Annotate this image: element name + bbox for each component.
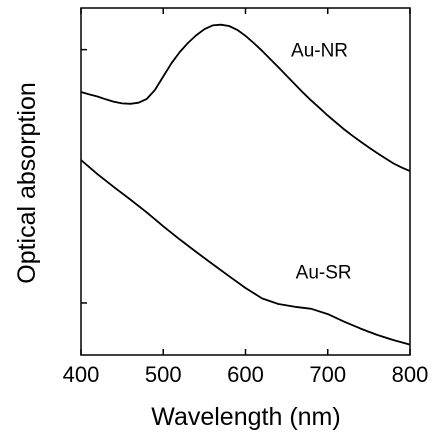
x-tick-label: 500	[145, 362, 182, 387]
series-line-au-nr	[80, 23, 411, 172]
x-tick-label: 400	[63, 362, 100, 387]
x-axis-title: Wavelength (nm)	[151, 403, 340, 431]
x-tick-label: 700	[309, 362, 346, 387]
series-label-au-sr: Au-SR	[296, 263, 352, 284]
series-label-au-nr: Au-NR	[291, 41, 348, 62]
series-labels: Au-NR Au-SR	[291, 41, 352, 284]
x-tick-labels: 400 500 600 700 800	[63, 362, 429, 387]
axis-ticks	[80, 8, 411, 355]
series-line-au-sr	[80, 159, 411, 346]
y-axis-title: Optical absorption	[13, 82, 41, 284]
series-lines	[80, 23, 411, 346]
x-tick-label: 800	[392, 362, 429, 387]
x-tick-label: 600	[227, 362, 264, 387]
plot-frame	[80, 7, 411, 356]
